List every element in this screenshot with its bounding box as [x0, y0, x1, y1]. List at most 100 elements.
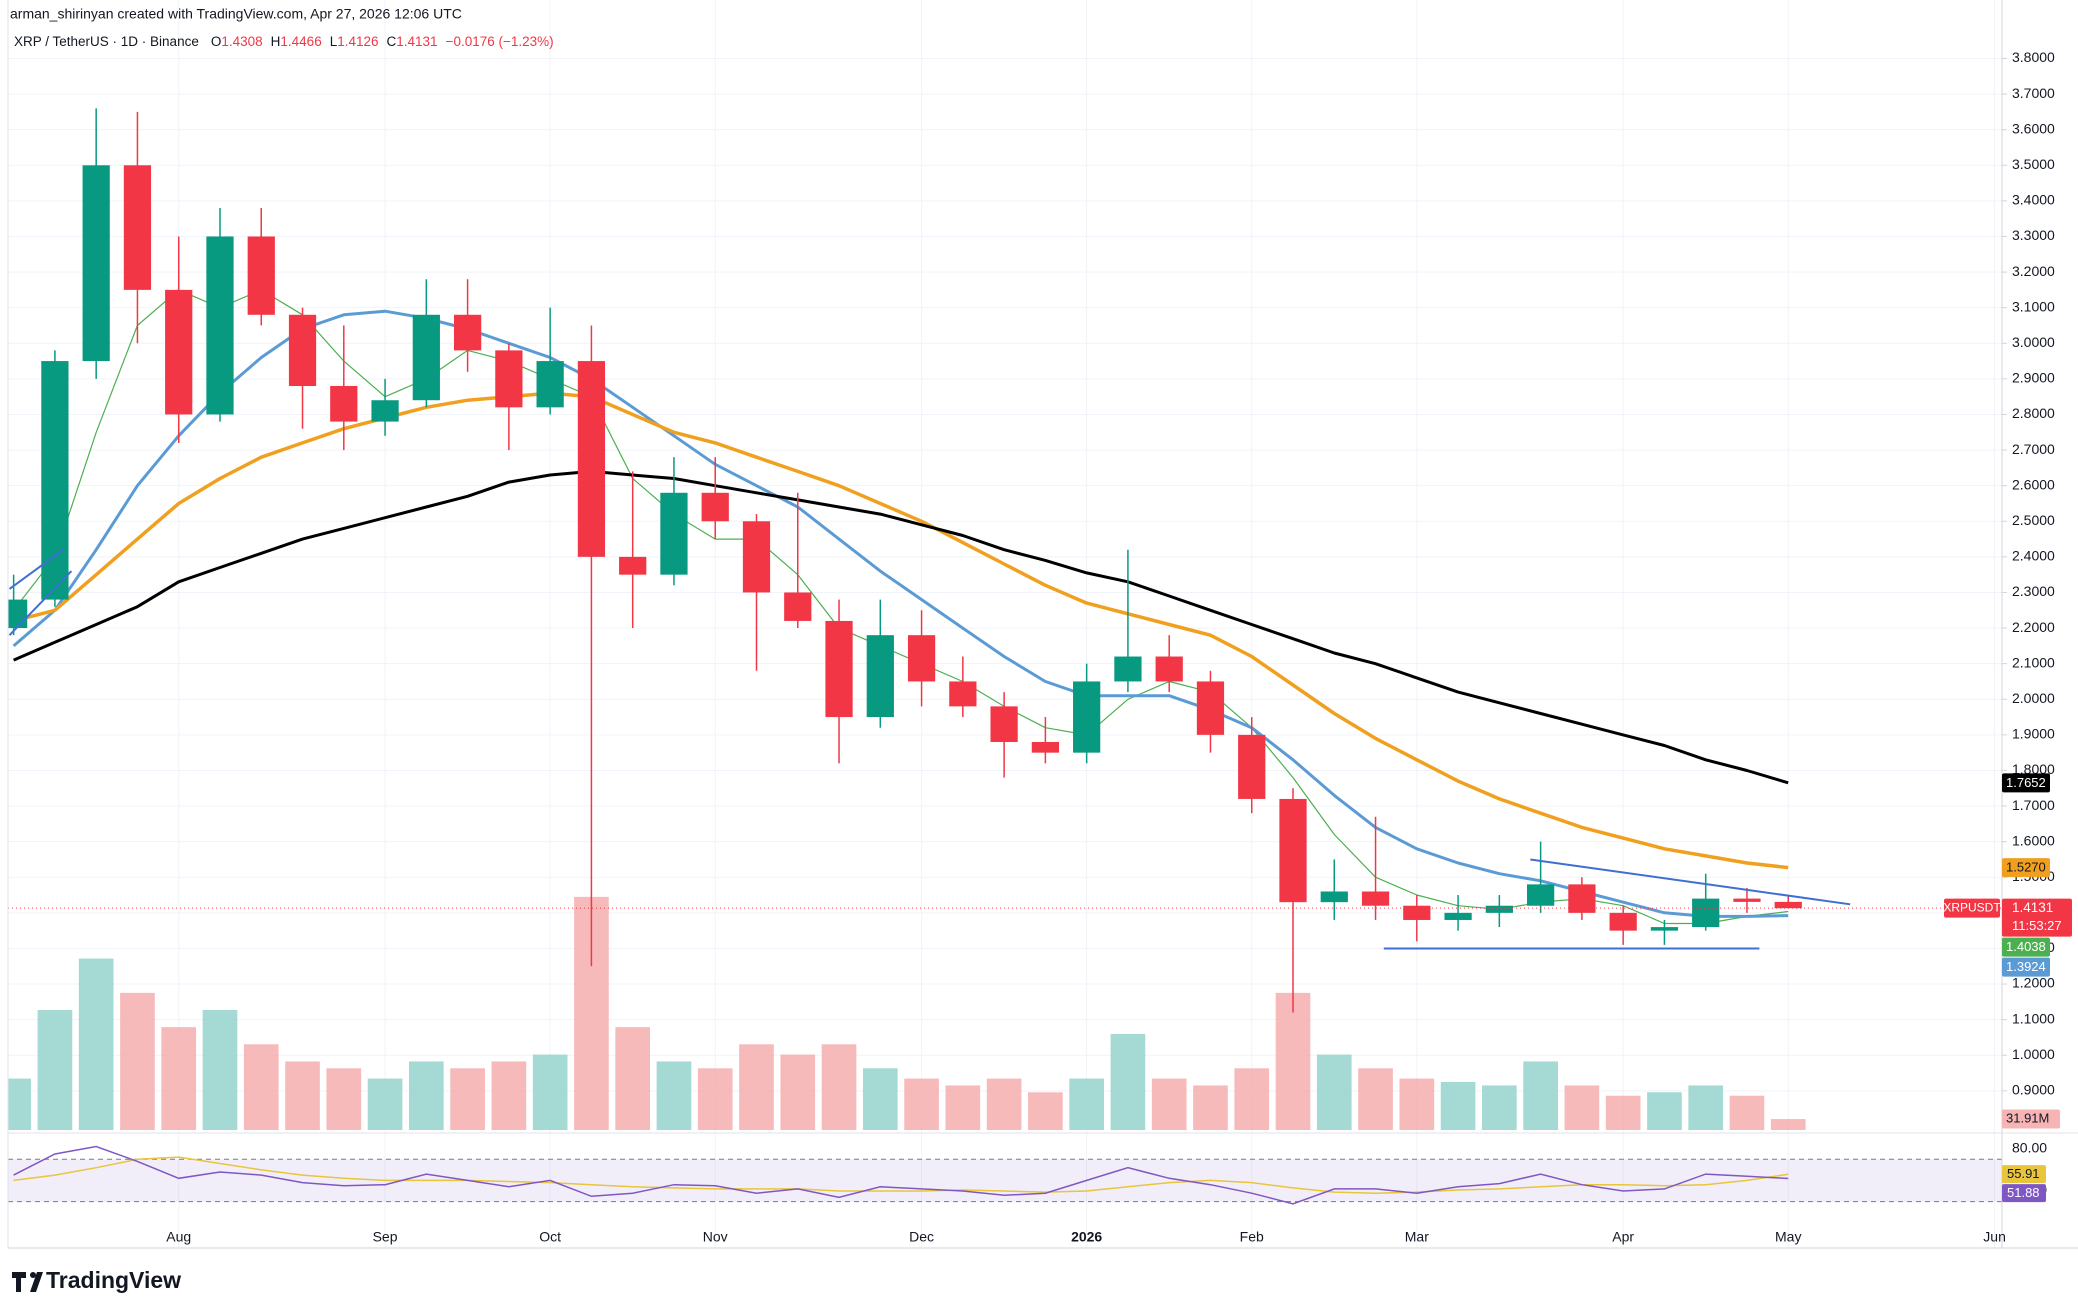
- y-tick-label: 2.5000: [2012, 512, 2055, 528]
- symbol-tag-bg: [1944, 898, 2000, 918]
- logo-dot: [30, 1272, 36, 1278]
- ma-last-label: 1.5270: [2006, 860, 2046, 875]
- candle-body: [1774, 901, 1802, 909]
- volume-bar: [1358, 1068, 1393, 1130]
- volume-bar: [491, 1061, 527, 1130]
- candle-body: [82, 165, 110, 362]
- logo-icon: [12, 1272, 43, 1292]
- plot-layer: [8, 108, 2002, 1130]
- rsi-line: [13, 1145, 1789, 1205]
- y-tick-label: 3.0000: [2012, 334, 2055, 350]
- candle-body: [1155, 656, 1183, 682]
- volume-bar: [1770, 1119, 1806, 1130]
- x-tick-label: Nov: [703, 1229, 728, 1245]
- axis-layer: 0.90001.00001.10001.20001.30001.40001.50…: [166, 49, 2072, 1245]
- ohlc-value: 1.4308: [221, 34, 262, 49]
- volume-bar: [243, 1044, 279, 1130]
- candle-body: [907, 635, 936, 682]
- trendline: [8, 570, 73, 636]
- candle-body: [1444, 912, 1472, 920]
- candle-body: [1320, 891, 1348, 903]
- ma-last-label: 1.4038: [2006, 939, 2046, 954]
- candle-body: [123, 165, 152, 290]
- candle-body: [1196, 681, 1225, 735]
- candle-body: [742, 521, 771, 593]
- price-badge: [2002, 898, 2072, 937]
- candle-body: [1692, 898, 1720, 928]
- y-tick-label: 2.7000: [2012, 441, 2055, 457]
- volume-bar: [1564, 1085, 1600, 1130]
- y-tick-label: 0.9000: [2012, 1082, 2055, 1098]
- volume-bar: [1482, 1085, 1517, 1130]
- candle-body: [949, 681, 977, 707]
- last-price-label: 1.4131: [2012, 900, 2053, 915]
- candle-body: [1485, 905, 1513, 913]
- volume-bar: [1440, 1082, 1476, 1130]
- rsi-badge: [2002, 1184, 2046, 1203]
- moving-average: [13, 469, 1789, 785]
- ma-badge: [2002, 957, 2050, 977]
- volume-bar: [1275, 992, 1311, 1130]
- volume-bar: [656, 1061, 692, 1130]
- x-tick-label: May: [1775, 1229, 1801, 1245]
- candle-body: [330, 385, 358, 422]
- volume-last-label: 31.91M: [2006, 1110, 2049, 1125]
- candle-body: [1650, 927, 1679, 931]
- candle-body: [660, 492, 688, 575]
- ohlc-key: H: [271, 34, 281, 49]
- y-tick-label: 2.8000: [2012, 405, 2055, 421]
- y-tick-label: 2.2000: [2012, 619, 2055, 635]
- volume-bar: [739, 1044, 774, 1130]
- y-tick-label: 2.6000: [2012, 476, 2055, 492]
- y-tick-label: 1.9000: [2012, 726, 2055, 742]
- candle-body: [1609, 912, 1637, 931]
- y-tick-label: 2.0000: [2012, 690, 2055, 706]
- volume-bar: [409, 1061, 444, 1130]
- volume-bar: [986, 1078, 1022, 1130]
- candle-body: [1361, 891, 1390, 906]
- volume-bar: [1688, 1085, 1724, 1130]
- volume-bar: [1151, 1078, 1187, 1130]
- volume-bar: [615, 1027, 651, 1130]
- volume-bar: [1316, 1054, 1352, 1130]
- volume-bar: [532, 1054, 568, 1130]
- candle-body: [1073, 681, 1101, 753]
- rsi-badge: [2002, 1165, 2046, 1184]
- volume-bar: [1069, 1078, 1104, 1130]
- candle-body: [1031, 741, 1060, 753]
- rsi-last-label: 55.91: [2007, 1166, 2040, 1181]
- x-tick-label: Aug: [166, 1229, 191, 1245]
- y-tick-label: 3.6000: [2012, 120, 2055, 136]
- y-tick-label: 1.7000: [2012, 797, 2055, 813]
- volume-bar: [1605, 1095, 1641, 1130]
- y-tick-label: 3.1000: [2012, 298, 2055, 314]
- trendline: [1530, 858, 1851, 906]
- change: −0.0176 (−1.23%): [446, 34, 554, 49]
- x-tick-label: Dec: [909, 1229, 934, 1245]
- symbol-tag: XRPUSDT: [1943, 900, 2001, 914]
- credit-line: arman_shirinyan created with TradingView…: [10, 6, 462, 22]
- y-tick-label: 2.3000: [2012, 583, 2055, 599]
- volume-bar: [1234, 1068, 1270, 1130]
- rsi-layer: [8, 1145, 2002, 1205]
- volume-bar: [285, 1061, 320, 1130]
- candle-body: [1403, 905, 1431, 920]
- candle-body: [536, 361, 564, 408]
- candle-body: [1527, 884, 1555, 906]
- candle-body: [206, 236, 234, 415]
- y-tick-label: 2.1000: [2012, 654, 2055, 670]
- volume-bar: [367, 1078, 403, 1130]
- volume-bar: [326, 1068, 362, 1130]
- candle-body: [990, 706, 1018, 742]
- ma-last-label: 1.7652: [2006, 775, 2046, 790]
- candle-body: [866, 635, 894, 718]
- x-tick-label: Sep: [373, 1229, 398, 1245]
- rsi-ma-line: [13, 1156, 1789, 1194]
- volume-bar: [1028, 1092, 1063, 1130]
- volume-badge: [2002, 1109, 2060, 1129]
- ohlc-value: 1.4466: [280, 34, 321, 49]
- candle-body: [247, 236, 275, 315]
- ma-badge: [2002, 773, 2050, 793]
- x-tick-label: Oct: [539, 1229, 561, 1245]
